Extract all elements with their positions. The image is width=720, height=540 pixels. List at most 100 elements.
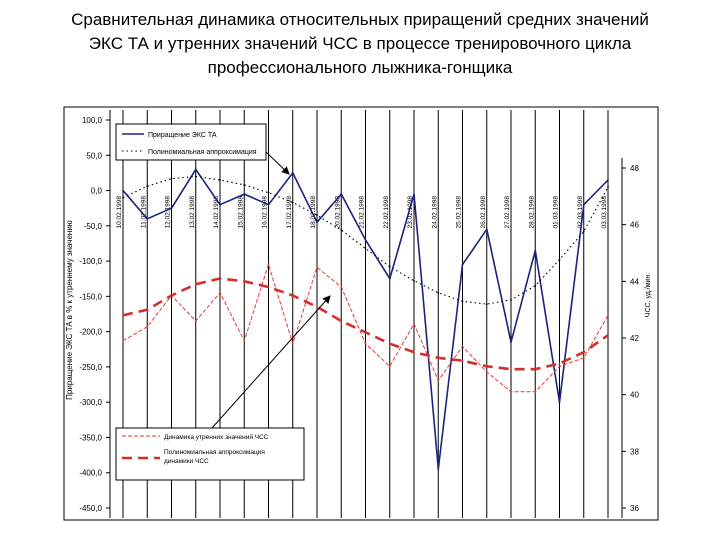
- x-tick-label: 22.02.1998: [383, 196, 390, 229]
- series-1-point: [510, 341, 512, 344]
- series-1-point: [461, 263, 464, 266]
- series-1-point: [122, 189, 124, 192]
- legend-top-label-1: Приращение ЭКС ТА: [148, 132, 217, 139]
- series-2-point: [243, 184, 246, 186]
- x-tick-label: 28.02.1998: [528, 196, 535, 229]
- x-tick-label: 10.02.1998: [116, 196, 123, 229]
- legend-top-label-2: Полиномиальная аппроксимация: [148, 149, 257, 156]
- series-2-point: [364, 247, 367, 250]
- x-tick-label: 25.02.1998: [456, 196, 463, 229]
- chart-title-line-3: профессионального лыжника-гонщика: [207, 58, 513, 77]
- series-3-point: [534, 390, 537, 393]
- y-right-tick-label: 42: [630, 334, 639, 343]
- y-left-tick-label: 100,0: [82, 116, 103, 125]
- series-4-point: [558, 362, 561, 365]
- series-3-point: [364, 342, 367, 345]
- series-2-point: [122, 196, 124, 199]
- x-tick-label: 14.02.1998: [213, 196, 220, 229]
- series-4-point: [582, 351, 585, 354]
- legend-top-box: [115, 123, 267, 161]
- series-1-point: [146, 217, 149, 220]
- series-4-point: [291, 294, 294, 297]
- series-2-point: [340, 229, 343, 231]
- series-4-point: [534, 368, 537, 371]
- series-3-point: [437, 379, 440, 382]
- series-1-point: [485, 228, 488, 231]
- series-4-point: [388, 342, 391, 345]
- series-4-point: [122, 314, 124, 317]
- callout-arrow-bottom: [211, 295, 331, 429]
- legend-bottom-label-1: Динамика утренних значений ЧСС: [164, 433, 269, 441]
- series-1-point: [267, 203, 270, 206]
- y-right-tick-label: 48: [630, 164, 639, 173]
- series-1-point: [219, 203, 221, 206]
- series-4-point: [170, 294, 173, 297]
- series-4-point: [267, 286, 270, 288]
- series-1-point: [364, 239, 367, 241]
- x-tick-label: 24.02.1998: [431, 196, 438, 229]
- series-3-point: [316, 266, 318, 269]
- series-4-point: [340, 320, 343, 322]
- y-left-tick-label: -150,0: [79, 292, 102, 301]
- series-2-point: [534, 284, 537, 287]
- series-3-point: [485, 371, 488, 373]
- chart-title-line-2: ЭКС ТА и утренних значений ЧСС в процесс…: [88, 34, 632, 53]
- series-4-point: [219, 277, 221, 280]
- series-1-point: [413, 193, 415, 195]
- series-1-point: [534, 249, 537, 252]
- series-4-point: [437, 356, 440, 359]
- series-1-point: [291, 172, 294, 174]
- x-tick-label: 11.02.1998: [140, 196, 147, 228]
- legend-bottom-label-2: Полиномиальная аппроксимация динамики ЧСС: [164, 449, 265, 465]
- series-2-point: [316, 214, 318, 217]
- series-2-point: [437, 291, 440, 294]
- series-3-point: [607, 314, 609, 317]
- chart-title: Сравнительная динамика относительных при…: [0, 8, 720, 80]
- series-2-point: [146, 185, 149, 188]
- series-4-point: [413, 351, 415, 354]
- series-1-point: [437, 468, 440, 471]
- series-1-point: [194, 168, 197, 171]
- y-left-tick-label: -300,0: [79, 398, 102, 407]
- series-4-point: [485, 365, 488, 368]
- series-2-point: [510, 298, 512, 301]
- y-left-tick-label: -400,0: [79, 469, 102, 478]
- series-3-point: [291, 342, 294, 345]
- series-1-point: [170, 207, 173, 210]
- series-4-point: [607, 334, 609, 337]
- callout-arrow-top: [265, 151, 290, 175]
- series-1-point: [316, 221, 318, 224]
- x-tick-label: 20.02.1998: [334, 196, 341, 229]
- y-left-axis-title: Приращение ЭКС ТА в % к утреннему значен…: [65, 220, 74, 400]
- series-3-point: [413, 322, 415, 325]
- series-4-point: [510, 368, 512, 371]
- y-right-tick-label: 44: [630, 277, 639, 286]
- legend-bottom-label-2-line-1: Полиномиальная аппроксимация: [164, 449, 265, 456]
- series-2-point: [219, 179, 221, 181]
- x-tick-label: 16.02.1998: [262, 196, 269, 229]
- chart-title-line-1: Сравнительная динамика относительных при…: [71, 10, 649, 29]
- y-right-tick-label: 46: [630, 221, 639, 230]
- x-tick-label: 26.02.1998: [480, 196, 487, 229]
- series-4-point: [146, 308, 149, 311]
- series-2-point: [388, 265, 391, 268]
- series-1-point: [243, 193, 246, 195]
- series-2-point: [607, 186, 609, 188]
- series-3-point: [558, 365, 561, 368]
- x-tick-label: 15.02.1998: [237, 196, 244, 229]
- y-right-tick-label: 38: [630, 447, 639, 456]
- series-4-point: [316, 305, 318, 308]
- series-2-point: [291, 201, 294, 204]
- series-3-point: [582, 356, 585, 359]
- series-3-point: [510, 390, 512, 393]
- series-3-point: [340, 286, 343, 288]
- y-right-axis-title: ЧСС, уд./мин.: [645, 273, 652, 317]
- y-left-tick-label: -350,0: [79, 433, 102, 442]
- x-tick-label: 23.02.1998: [407, 196, 414, 229]
- series-3-point: [267, 263, 270, 266]
- series-3-point: [461, 345, 464, 348]
- series-3-point: [388, 365, 391, 368]
- x-tick-label: 01.03.1998: [553, 196, 560, 229]
- series-2-point: [267, 191, 270, 194]
